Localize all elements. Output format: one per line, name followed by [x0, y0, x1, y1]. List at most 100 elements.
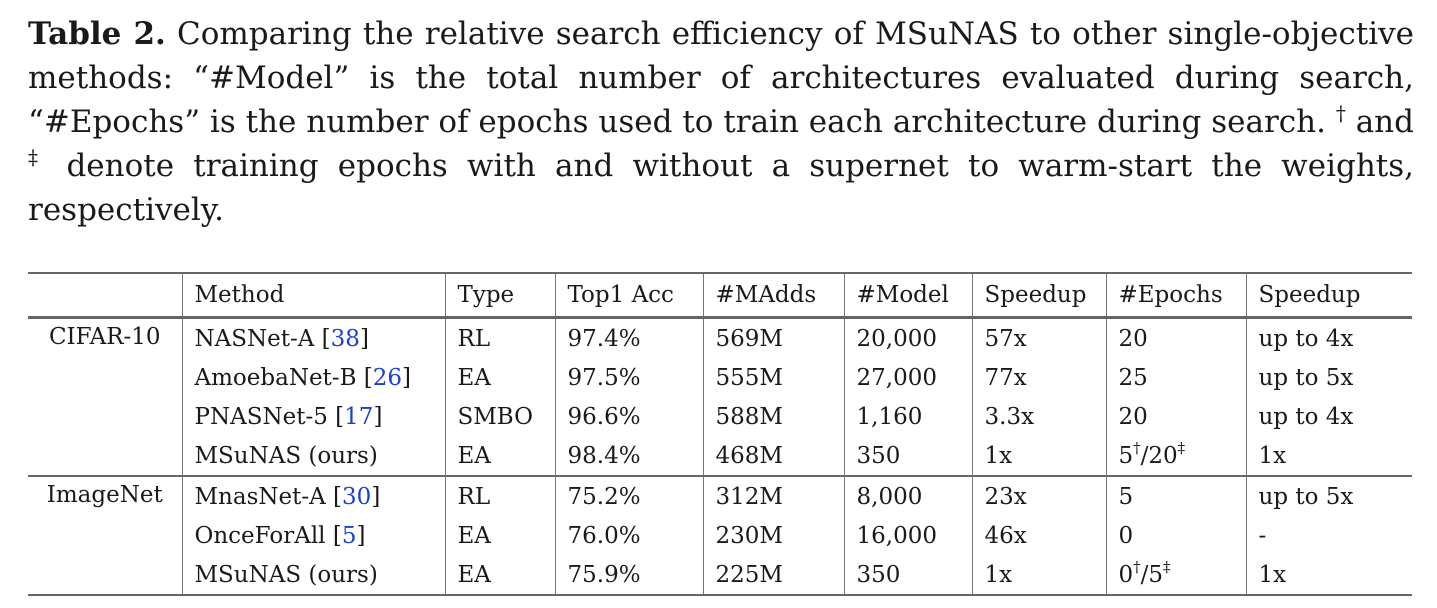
method-cell: PNASNet-5 [17]	[182, 397, 446, 436]
top1-cell: 76.0%	[555, 516, 704, 555]
method-name: AmoebaNet-B	[194, 364, 357, 391]
speedup-2-cell: -	[1258, 522, 1267, 549]
caption-dagger: †	[1335, 101, 1346, 125]
speedup-cell: 3.3x	[972, 397, 1107, 436]
table-row: MSuNAS (ours) EA 75.9% 225M 350 1x 0†/5‡ 1x	[28, 555, 1412, 595]
header-cell-type: Type	[445, 273, 556, 318]
dagger-mark: †	[1133, 557, 1141, 576]
model-cell: 8,000	[844, 476, 973, 516]
speedup-cell: 46x	[972, 516, 1107, 555]
epochs-separator: /	[1140, 442, 1149, 469]
table-caption: Table 2. Comparing the relative search e…	[28, 12, 1414, 232]
citation-link[interactable]: 26	[372, 364, 403, 391]
method-cell: MnasNet-A [30]	[182, 476, 446, 516]
table-row: AmoebaNet-B [26] EA 97.5% 555M 27,000 77x 25 up…	[28, 358, 1412, 397]
speedup-2-cell: 1x	[1258, 442, 1287, 469]
header-cell-madds: #MAdds	[703, 273, 845, 318]
type-cell: RL	[445, 476, 556, 516]
epochs-value: 0	[1118, 522, 1134, 549]
epochs-value: 5	[1118, 483, 1134, 510]
citation-link[interactable]: 30	[342, 483, 372, 510]
madds-cell: 225M	[703, 555, 845, 595]
type-cell: EA	[445, 516, 556, 555]
method-name: NASNet-A	[194, 325, 315, 352]
header-cell-method: Method	[182, 273, 446, 318]
type-cell: SMBO	[445, 397, 556, 436]
top1-cell: 75.9%	[555, 555, 704, 595]
epochs-cell: 5†/20‡	[1106, 436, 1247, 476]
speedup-cell: 77x	[972, 358, 1107, 397]
epochs-value: 20	[1118, 403, 1148, 430]
citation-link[interactable]: 17	[344, 403, 374, 430]
header-cell-epochs: #Epochs	[1106, 273, 1247, 318]
method-cell: MSuNAS (ours)	[182, 436, 446, 476]
top1-cell: 97.4%	[555, 317, 704, 358]
table-row: PNASNet-5 [17] SMBO 96.6% 588M 1,160 3.3x 20 up…	[28, 397, 1412, 436]
method-cell: NASNet-A [38]	[182, 317, 446, 358]
method-name: MSuNAS (ours)	[194, 561, 378, 588]
table-row: MSuNAS (ours) EA 98.4% 468M 350 1x 5†/20‡ 1x	[28, 436, 1412, 476]
caption-text-1: Comparing the relative search efficiency…	[28, 16, 1414, 140]
epochs-cell: 25	[1106, 358, 1247, 397]
madds-cell: 230M	[703, 516, 845, 555]
speedup-2-cell: up to 4x	[1258, 403, 1354, 430]
speedup-cell: 1x	[972, 436, 1107, 476]
epochs-value: 25	[1118, 364, 1148, 391]
type-cell: RL	[445, 317, 556, 358]
epochs-cell: 5	[1106, 476, 1247, 516]
madds-cell: 468M	[703, 436, 845, 476]
epochs-value-2: 20	[1148, 442, 1178, 469]
method-name: MSuNAS (ours)	[194, 442, 378, 469]
dagger-mark: †	[1133, 438, 1141, 457]
method-cell: AmoebaNet-B [26]	[182, 358, 446, 397]
group-label: ImageNet	[28, 476, 183, 595]
model-cell: 20,000	[844, 317, 973, 358]
method-name: MnasNet-A	[194, 483, 326, 510]
header-cell-group	[28, 273, 183, 318]
epochs-value: 5	[1118, 442, 1134, 469]
type-cell: EA	[445, 436, 556, 476]
epochs-cell: 20	[1106, 317, 1247, 358]
type-cell: EA	[445, 358, 556, 397]
results-table: Method Type Top1 Acc #MAdds #Model Speed…	[28, 272, 1412, 596]
method-name: OnceForAll	[194, 522, 326, 549]
citation-link[interactable]: 38	[330, 325, 360, 352]
caption-text-3: denote training epochs with and without …	[28, 148, 1415, 228]
madds-cell: 555M	[703, 358, 845, 397]
method-cell: MSuNAS (ours)	[182, 555, 446, 595]
header-row: Method Type Top1 Acc #MAdds #Model Speed…	[28, 273, 1412, 318]
madds-cell: 569M	[703, 317, 845, 358]
speedup-2-cell: up to 4x	[1258, 325, 1354, 352]
caption-label: Table 2.	[28, 16, 166, 52]
model-cell: 350	[844, 555, 973, 595]
epochs-value: 20	[1118, 325, 1148, 352]
epochs-cell: 20	[1106, 397, 1247, 436]
table-group-imagenet: ImageNet MnasNet-A [30] RL 75.2% 312M 8,000 23…	[28, 476, 1412, 595]
ddagger-mark: ‡	[1163, 557, 1171, 576]
caption-text-2: and	[1345, 104, 1414, 140]
method-cell: OnceForAll [5]	[182, 516, 446, 555]
speedup-cell: 1x	[972, 555, 1107, 595]
epochs-value-2: 5	[1148, 561, 1164, 588]
header-cell-speedup: Speedup	[972, 273, 1107, 318]
model-cell: 16,000	[844, 516, 973, 555]
header-cell-top1: Top1 Acc	[555, 273, 704, 318]
madds-cell: 312M	[703, 476, 845, 516]
epochs-value: 0	[1118, 561, 1134, 588]
speedup-2-cell: up to 5x	[1258, 483, 1354, 510]
group-label: CIFAR-10	[28, 317, 183, 476]
method-name: PNASNet-5	[194, 403, 328, 430]
table-row: ImageNet MnasNet-A [30] RL 75.2% 312M 8,000 23…	[28, 476, 1412, 595]
epochs-cell: 0†/5‡	[1106, 555, 1247, 595]
type-cell: EA	[445, 555, 556, 595]
top1-cell: 98.4%	[555, 436, 704, 476]
table-header: Method Type Top1 Acc #MAdds #Model Speed…	[28, 273, 1412, 318]
top1-cell: 96.6%	[555, 397, 704, 436]
model-cell: 27,000	[844, 358, 973, 397]
table-row: OnceForAll [5] EA 76.0% 230M 16,000 46x 0 -	[28, 516, 1412, 555]
madds-cell: 588M	[703, 397, 845, 436]
citation-link[interactable]: 5	[341, 522, 357, 549]
top1-cell: 97.5%	[555, 358, 704, 397]
table-group-cifar10: CIFAR-10 NASNet-A [38] RL 97.4% 569M 20,000 5 7…	[28, 317, 1412, 476]
speedup-2-cell: 1x	[1258, 561, 1287, 588]
